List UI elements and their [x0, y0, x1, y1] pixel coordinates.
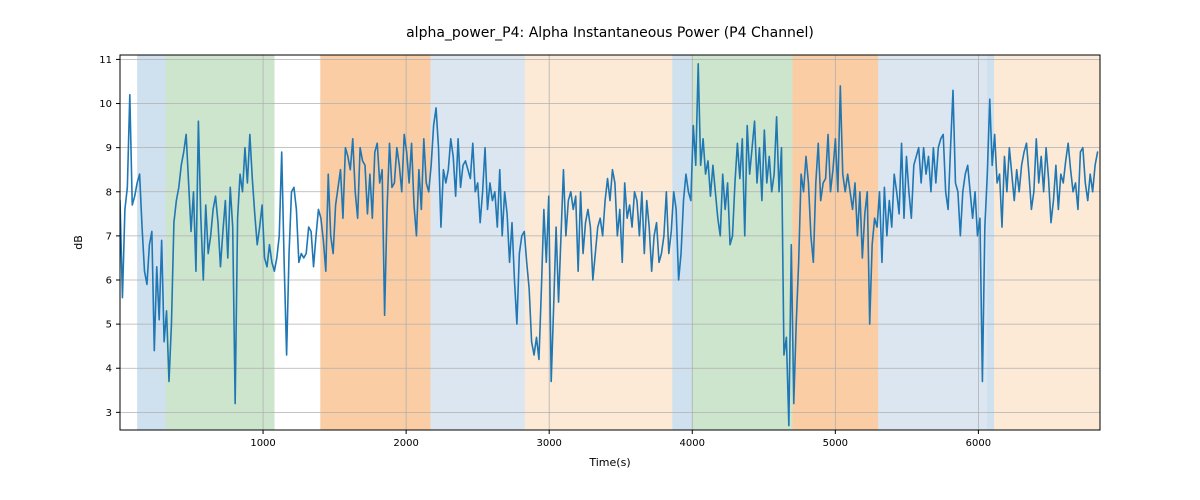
x-tick-label: 2000 — [393, 438, 418, 449]
y-tick-label: 6 — [106, 276, 112, 287]
y-tick-label: 8 — [106, 187, 112, 198]
y-tick-label: 3 — [106, 408, 112, 419]
y-tick-label: 10 — [99, 99, 112, 110]
y-tick-label: 5 — [106, 320, 112, 331]
x-tick-label: 3000 — [536, 438, 561, 449]
chart-title: alpha_power_P4: Alpha Instantaneous Powe… — [406, 25, 814, 41]
x-tick-label: 5000 — [823, 438, 848, 449]
chart-svg: 1000 2000 3000 4000 5000 6000 3 4 5 6 7 8 9 10 11 Time(… — [0, 0, 1200, 500]
x-axis-label: Time(s) — [588, 456, 630, 469]
y-tick-label: 4 — [106, 364, 112, 375]
y-axis-label: dB — [72, 235, 85, 250]
x-tick-label: 4000 — [680, 438, 705, 449]
chart-container: 1000 2000 3000 4000 5000 6000 3 4 5 6 7 8 9 10 11 Time(… — [0, 0, 1200, 500]
y-tick-label: 11 — [99, 55, 112, 66]
x-tick-label: 1000 — [250, 438, 275, 449]
x-tick-label: 6000 — [966, 438, 991, 449]
y-tick-label: 7 — [106, 231, 112, 242]
y-tick-label: 9 — [106, 143, 112, 154]
